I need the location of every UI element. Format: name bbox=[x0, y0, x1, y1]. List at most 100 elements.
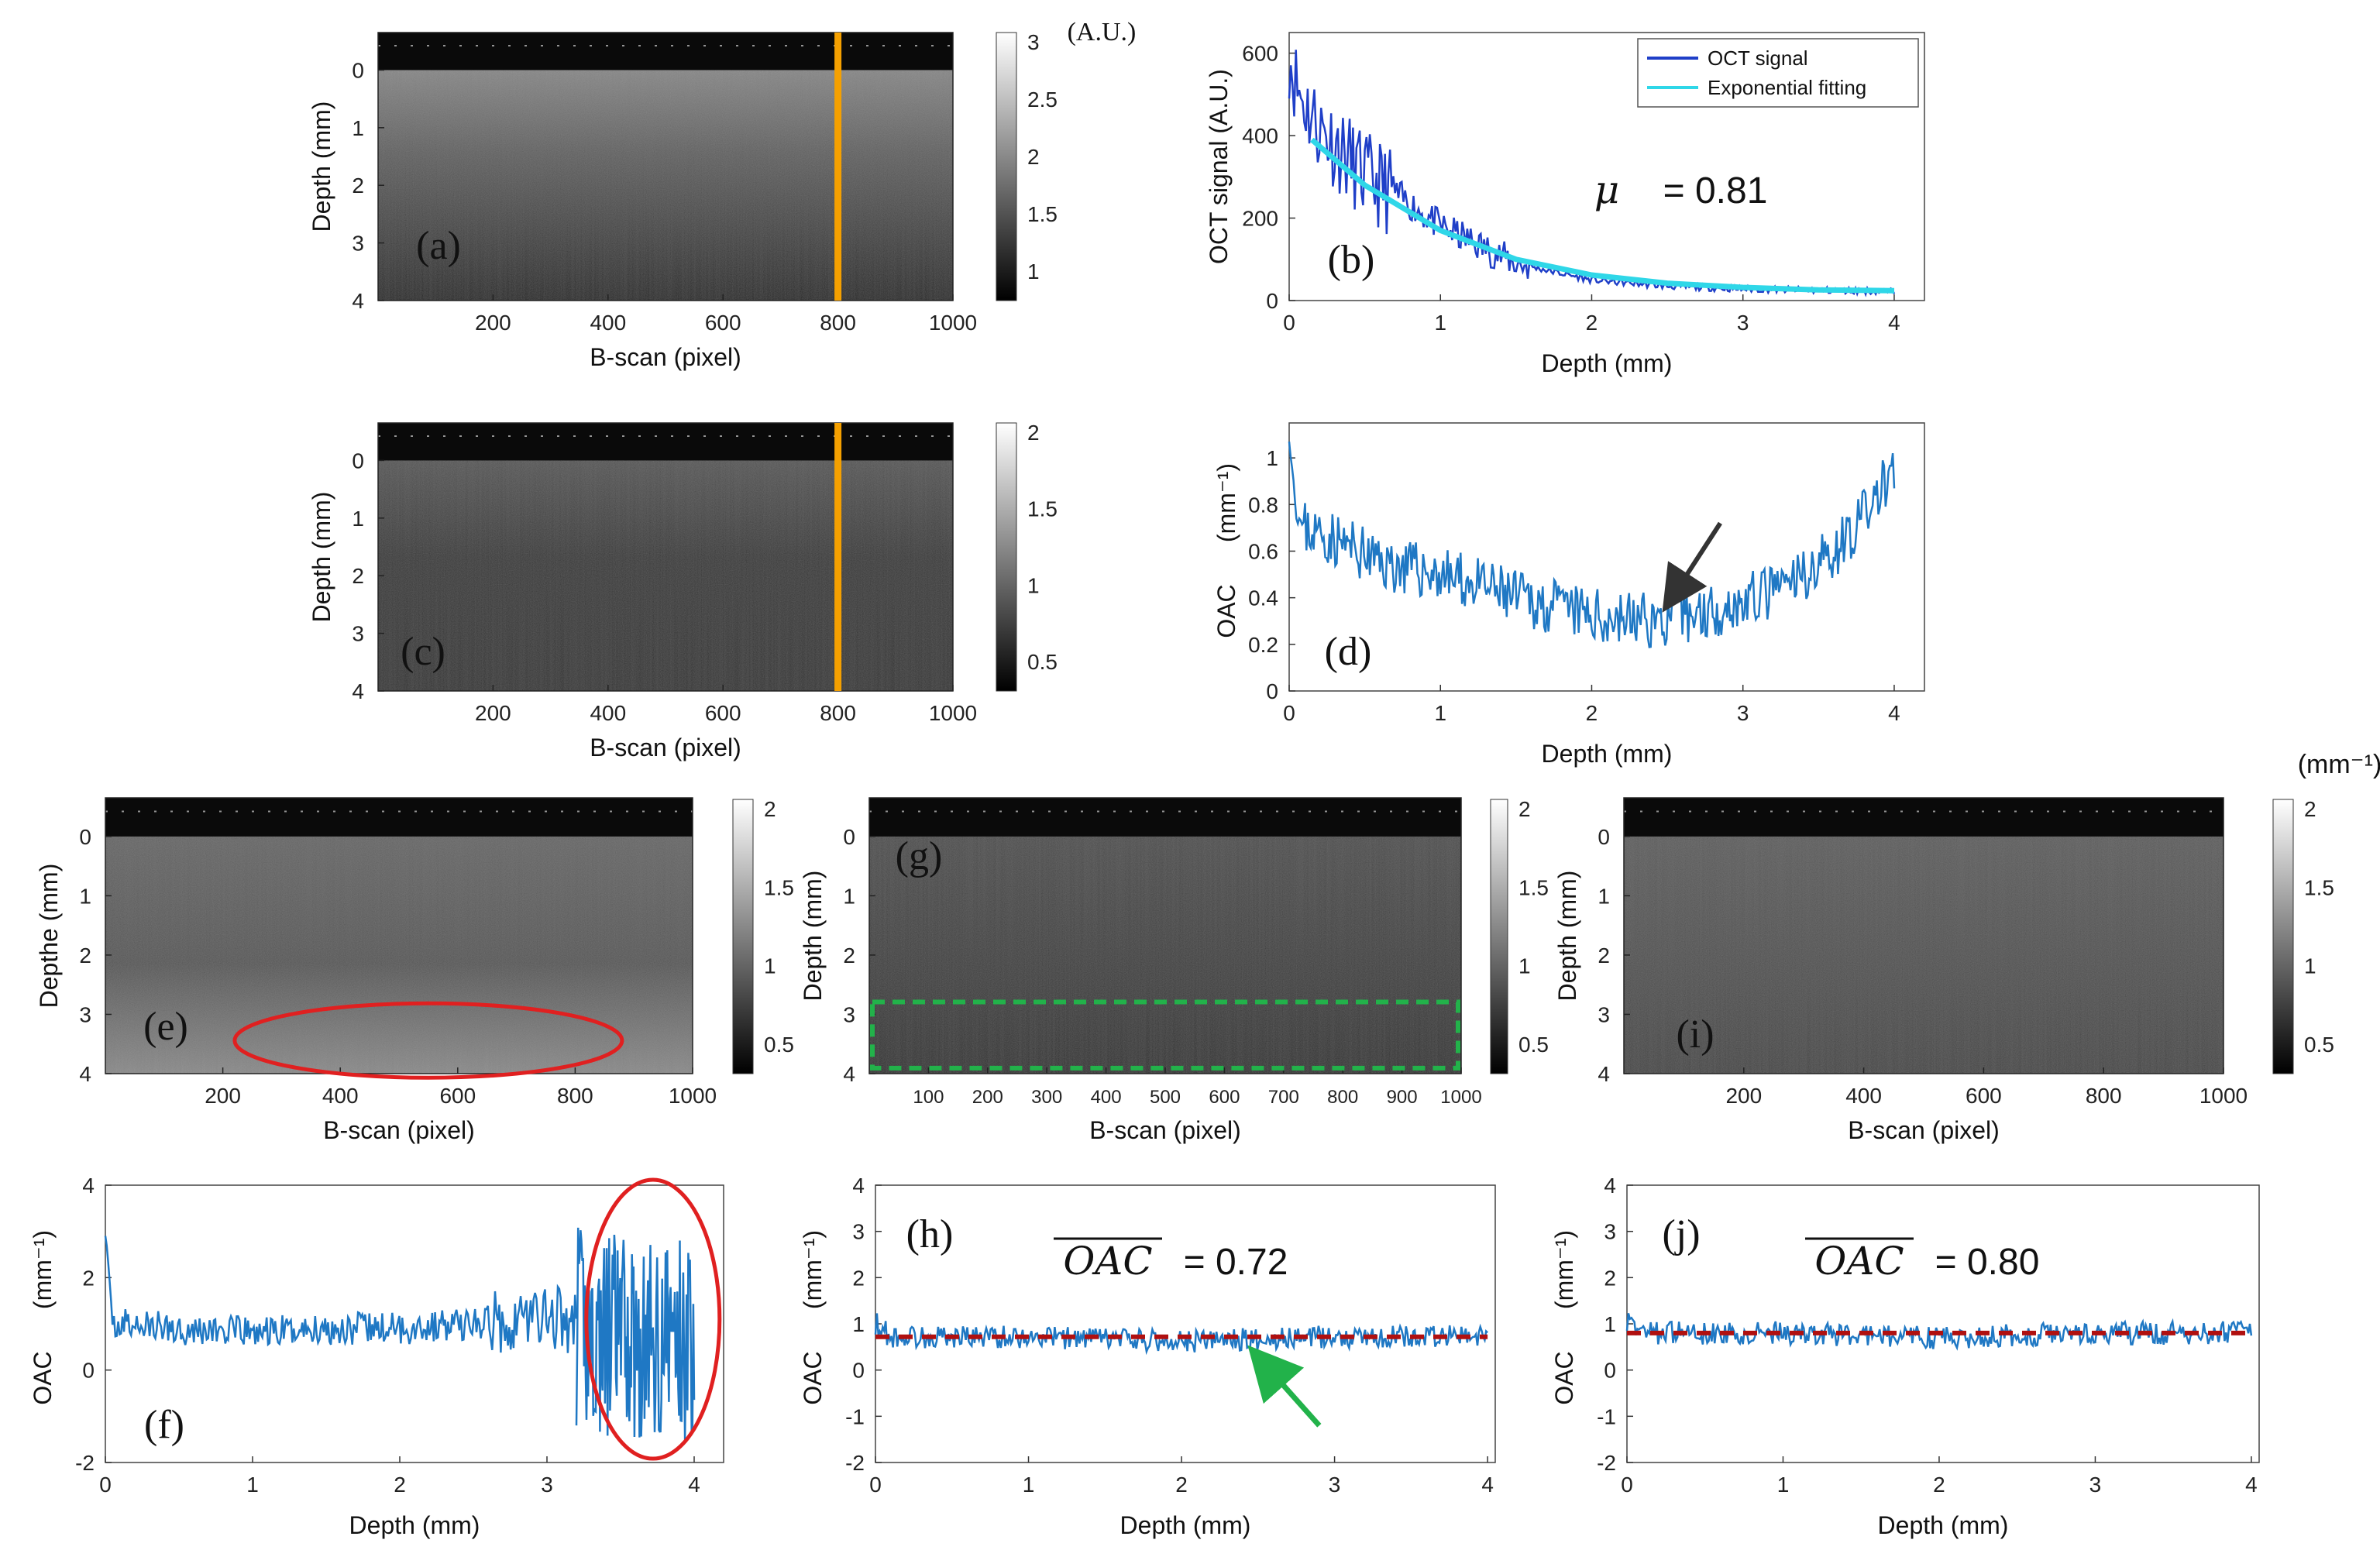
x-tick-label-d: 1 bbox=[1434, 701, 1446, 725]
colorbar-tick-i: 0.5 bbox=[2304, 1033, 2334, 1057]
y-tick-label-d: 0.8 bbox=[1248, 493, 1278, 517]
x-tick-label-e: 1000 bbox=[669, 1084, 717, 1108]
oac-line-d bbox=[1288, 441, 1896, 648]
y-tick-label-b: 600 bbox=[1242, 42, 1278, 66]
x-tick-label-a: 200 bbox=[475, 311, 511, 335]
x-tick-label-c: 200 bbox=[475, 701, 511, 725]
heatmap-panel-g: 0 1 2 3 4 100 200 300 400 500 600 700 800 900 1000 B-sc… bbox=[799, 797, 1549, 1144]
colorbar-tick-c: 1 bbox=[1027, 573, 1040, 597]
legend-box-b bbox=[1637, 38, 1919, 108]
panel-label-d: (d) bbox=[1325, 630, 1372, 674]
air-band-e bbox=[105, 798, 693, 837]
x-tick-label-e: 400 bbox=[322, 1084, 359, 1108]
exponential-fit-line bbox=[1310, 137, 1895, 294]
x-tick-label-f: 1 bbox=[246, 1473, 259, 1497]
y-tick-label-f: 4 bbox=[82, 1174, 95, 1198]
y-tick-label-b: 0 bbox=[1266, 289, 1278, 313]
y-tick-label-i: 2 bbox=[1598, 943, 1610, 968]
colorbar-tick-e: 1.5 bbox=[764, 875, 794, 899]
x-tick-label-b: 3 bbox=[1737, 311, 1749, 335]
colorbar-tick-c: 1.5 bbox=[1027, 497, 1058, 521]
x-tick-label-c: 800 bbox=[820, 701, 856, 725]
y-tick-label-j: -1 bbox=[1597, 1404, 1616, 1428]
axes-frame-c bbox=[377, 422, 954, 692]
y-tick-label-h: 0 bbox=[852, 1359, 865, 1383]
colorbar-i bbox=[2272, 799, 2294, 1074]
axes-frame-e bbox=[105, 797, 693, 1074]
mean-oac-value-j: = 0.80 bbox=[1935, 1242, 2040, 1283]
y-tick-label-c: 1 bbox=[352, 507, 364, 531]
x-tick-label-f: 4 bbox=[688, 1473, 700, 1497]
y-tick-label-h: -2 bbox=[845, 1451, 865, 1475]
x-tick-label-d: 0 bbox=[1283, 701, 1295, 725]
y-axis-unit-j: (mm⁻¹) bbox=[1550, 1230, 1578, 1309]
heatmap-panel-i: 0 1 2 3 4 200 400 600 800 1000 B-scan (pixel) Depth… bbox=[1553, 750, 2380, 1144]
y-tick-label-d: 0.6 bbox=[1248, 539, 1278, 563]
colorbar-tick-c: 0.5 bbox=[1027, 650, 1058, 674]
y-tick-label-e: 2 bbox=[79, 943, 91, 968]
colorbar-tick-e: 1 bbox=[764, 954, 776, 978]
colorbar-tick-a: 1 bbox=[1027, 260, 1040, 284]
image-streaks-c bbox=[378, 423, 953, 691]
x-tick-label-i: 1000 bbox=[2199, 1084, 2248, 1108]
x-tick-label-d: 2 bbox=[1586, 701, 1598, 725]
y-tick-label-g: 4 bbox=[843, 1062, 855, 1086]
mean-oac-symbol-h: OAC bbox=[1063, 1239, 1152, 1284]
y-tick-label-i: 4 bbox=[1598, 1062, 1610, 1086]
y-tick-label-f: 2 bbox=[82, 1266, 95, 1290]
y-tick-label-i: 1 bbox=[1598, 884, 1610, 908]
x-tick-label-e: 600 bbox=[439, 1084, 476, 1108]
x-tick-label-g: 100 bbox=[913, 1087, 944, 1108]
colorbar-tick-i: 2 bbox=[2304, 797, 2316, 821]
y-tick-label-g: 3 bbox=[843, 1002, 855, 1026]
x-tick-label-b: 0 bbox=[1283, 311, 1295, 335]
y-tick-label-e: 3 bbox=[79, 1002, 91, 1026]
x-tick-label-b: 2 bbox=[1586, 311, 1598, 335]
y-tick-label-i: 3 bbox=[1598, 1002, 1610, 1026]
line-panel-b: 0 1 2 3 4 0 200 400 600 Depth (mm) OCT signal (A.U… bbox=[1205, 32, 1925, 377]
colorbar-tick-a: 1.5 bbox=[1027, 202, 1058, 226]
y-tick-label-h: 2 bbox=[852, 1266, 865, 1290]
colorbar-unit-a: (A.U.) bbox=[1068, 18, 1137, 46]
air-band-i bbox=[1624, 798, 2224, 837]
image-streaks-a bbox=[378, 33, 953, 301]
colorbar-tick-c: 2 bbox=[1027, 421, 1040, 445]
y-tick-label-b: 200 bbox=[1242, 207, 1278, 231]
red-ellipse-e bbox=[232, 1001, 624, 1080]
line-panel-d: 0 1 2 3 4 0 0.2 0.4 0.6 0.8 1 Depth (mm) OAC (mm⁻¹) (d… bbox=[1212, 422, 1925, 768]
x-tick-label-h: 4 bbox=[1481, 1473, 1494, 1497]
y-tick-label-c: 3 bbox=[352, 622, 364, 646]
y-axis-label-f: OAC bbox=[29, 1351, 57, 1404]
x-tick-label-h: 3 bbox=[1329, 1473, 1341, 1497]
x-axis-label-d: Depth (mm) bbox=[1542, 740, 1673, 768]
x-tick-label-h: 1 bbox=[1023, 1473, 1035, 1497]
x-tick-label-g: 900 bbox=[1387, 1087, 1418, 1108]
oac-line-f-noisy-tail bbox=[575, 1227, 696, 1440]
x-tick-label-g: 400 bbox=[1091, 1087, 1122, 1108]
colorbar-tick-g: 1.5 bbox=[1518, 875, 1549, 899]
y-tick-label-j: 4 bbox=[1604, 1174, 1616, 1198]
y-tick-label-e: 1 bbox=[79, 884, 91, 908]
y-tick-label-f: 0 bbox=[82, 1359, 95, 1383]
x-tick-label-c: 600 bbox=[705, 701, 741, 725]
x-axis-label-j: Depth (mm) bbox=[1878, 1511, 2009, 1539]
x-tick-label-f: 2 bbox=[394, 1473, 406, 1497]
panel-label-e: (e) bbox=[143, 1005, 188, 1049]
x-tick-label-g: 600 bbox=[1209, 1087, 1240, 1108]
image-streaks-e bbox=[105, 798, 693, 1074]
legend-label-fit: Exponential fitting bbox=[1708, 76, 1866, 99]
image-streaks-g bbox=[869, 798, 1461, 1074]
colorbar-tick-a: 2 bbox=[1027, 145, 1040, 169]
panel-label-i: (i) bbox=[1676, 1012, 1714, 1057]
x-tick-label-g: 800 bbox=[1327, 1087, 1358, 1108]
colorbar-tick-g: 1 bbox=[1518, 954, 1531, 978]
y-tick-label-c: 2 bbox=[352, 564, 364, 588]
x-axis-label-b: Depth (mm) bbox=[1542, 349, 1673, 377]
air-band-c bbox=[378, 423, 953, 461]
x-tick-label-j: 4 bbox=[2245, 1473, 2258, 1497]
colorbar-a bbox=[996, 32, 1017, 301]
panel-label-b: (b) bbox=[1328, 238, 1375, 282]
y-tick-label-j: 0 bbox=[1604, 1359, 1616, 1383]
y-tick-label-a: 2 bbox=[352, 174, 364, 198]
